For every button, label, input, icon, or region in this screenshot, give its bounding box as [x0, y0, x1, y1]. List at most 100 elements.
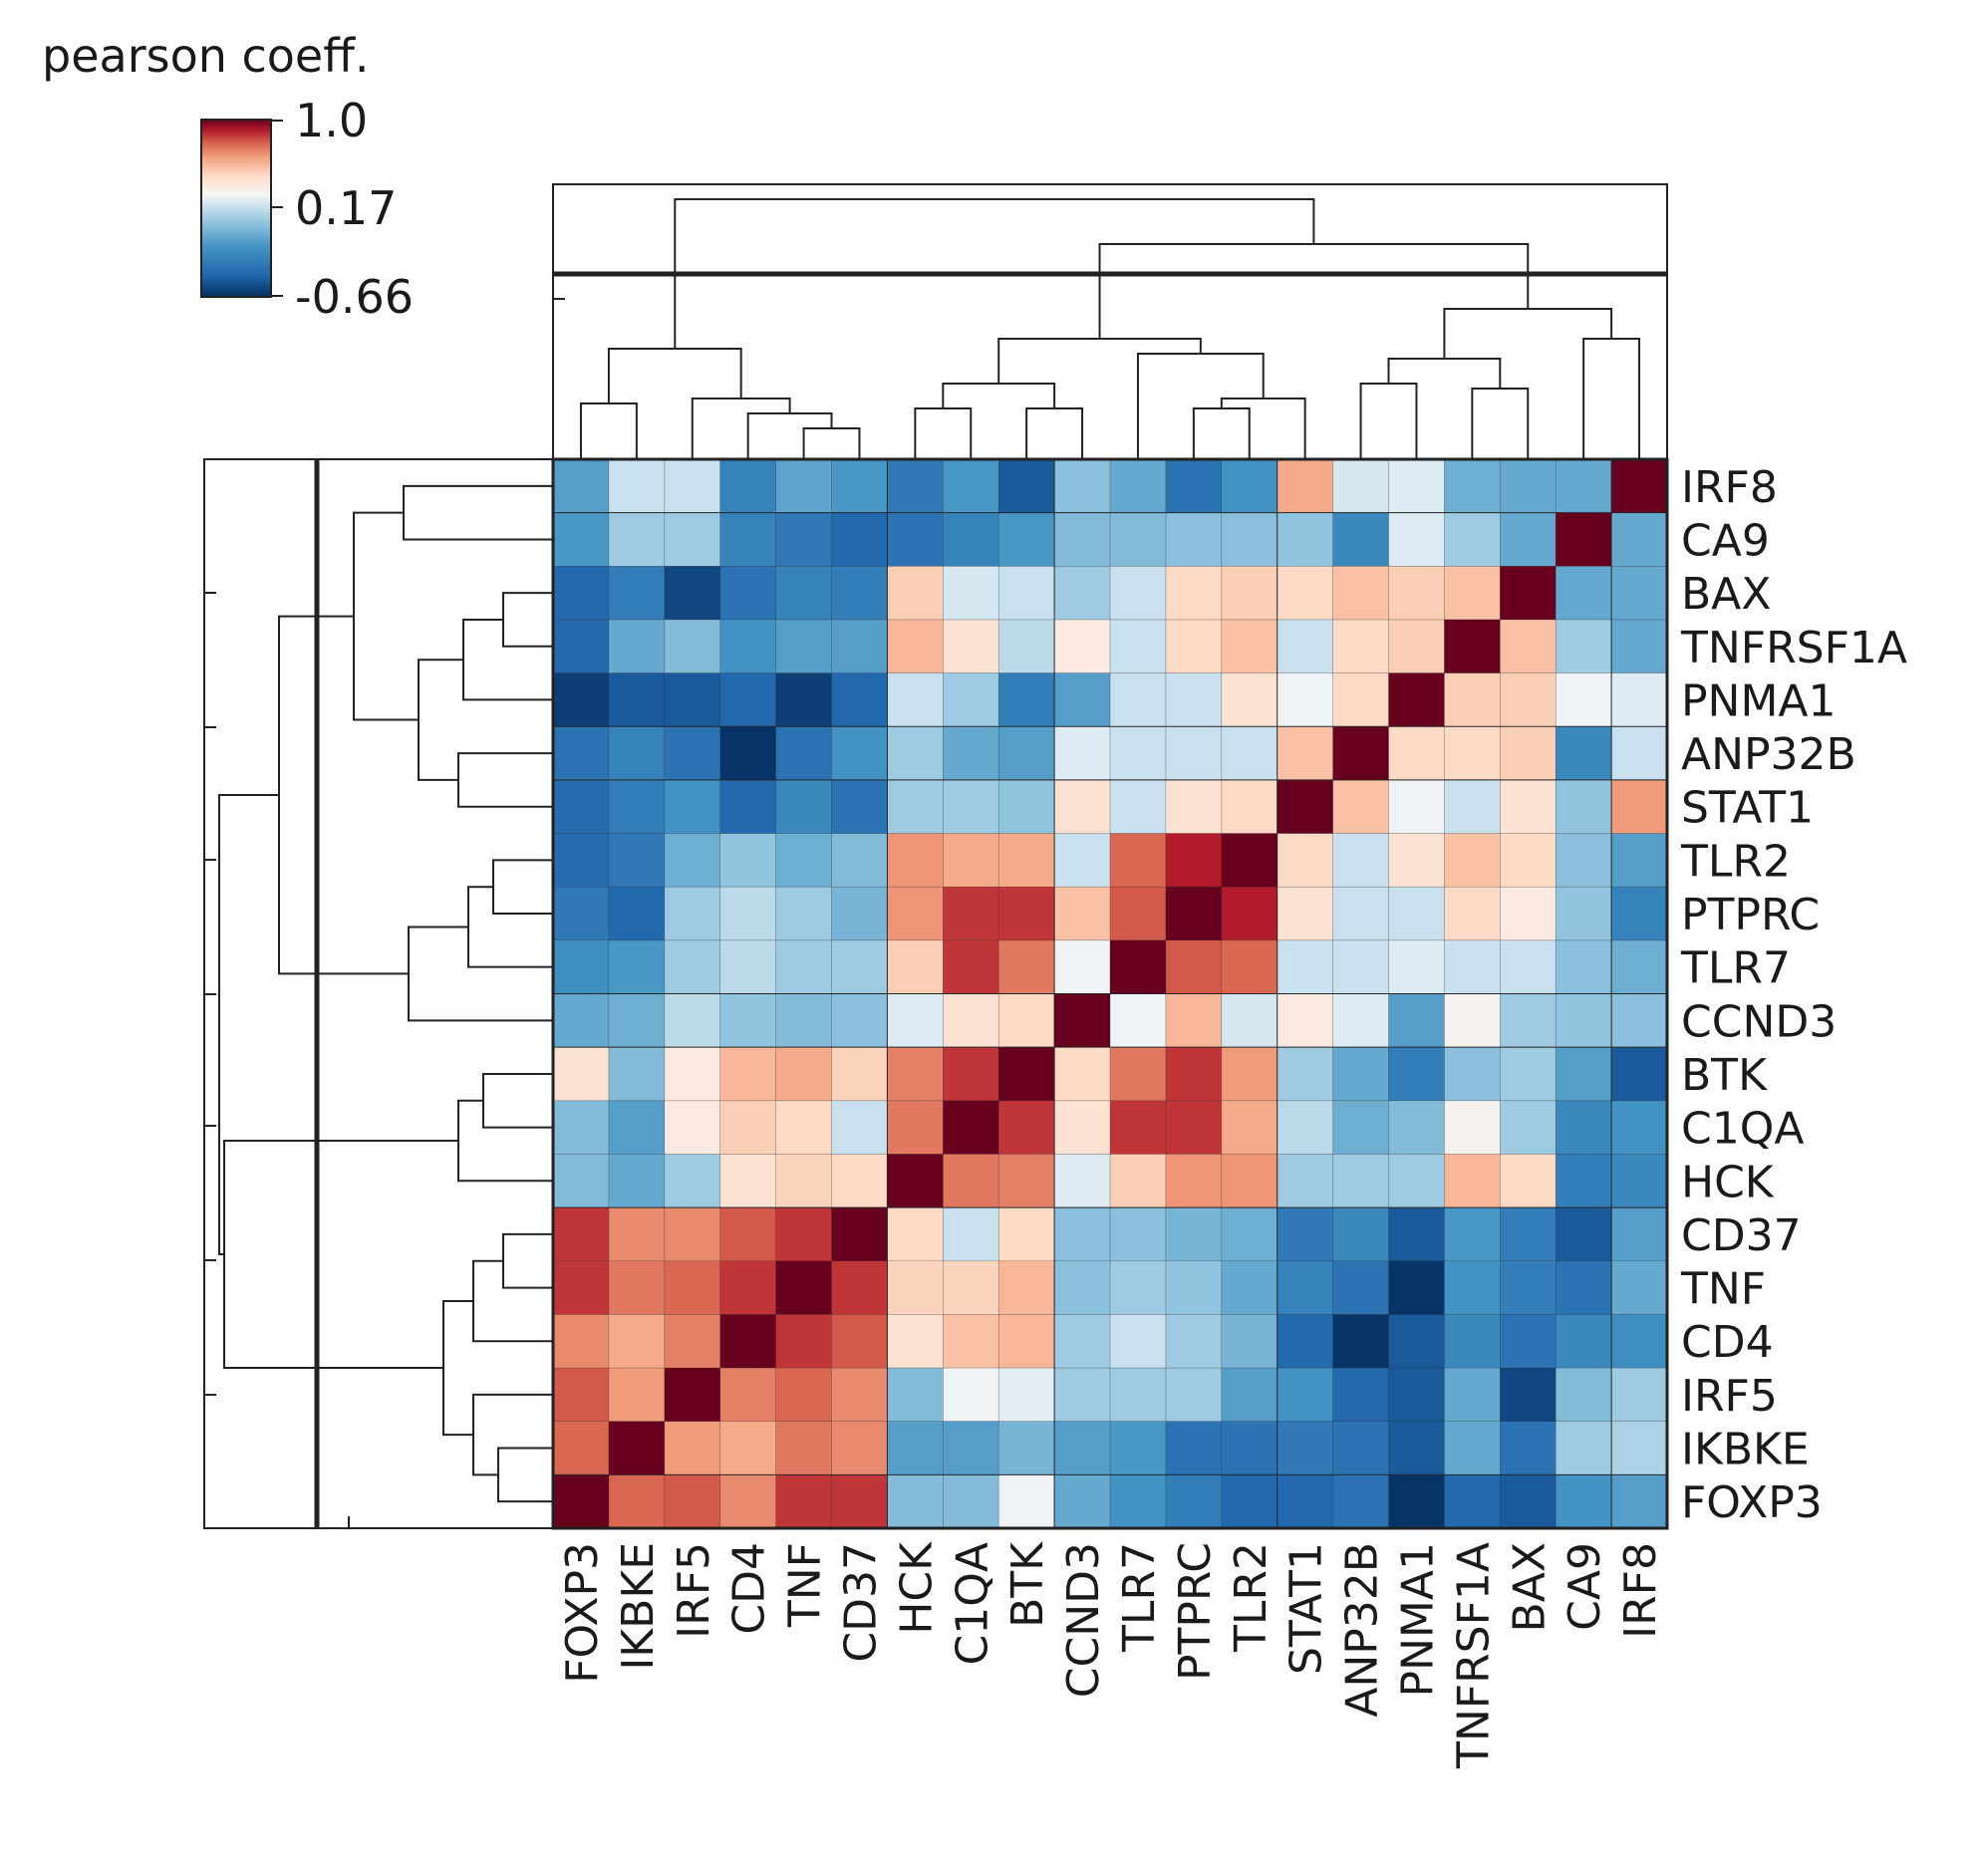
heatmap-cell-PTPRC-CA9 [1556, 887, 1612, 941]
heatmap-cell-PTPRC-PTPRC [1165, 887, 1223, 941]
heatmap-cell-C1QA-TLR2 [1221, 1100, 1278, 1156]
heatmap-cell-IKBKE-TLR2 [1221, 1421, 1278, 1475]
heatmap-cell-TLR2-PTPRC [1165, 833, 1223, 888]
heatmap-cell-C1QA-CD4 [719, 1100, 777, 1156]
heatmap-cell-HCK-CD37 [831, 1154, 888, 1208]
heatmap-cell-TLR7-CD37 [831, 939, 888, 995]
heatmap-cell-CA9-C1QA [943, 512, 999, 567]
heatmap-cell-BAX-PNMA1 [1388, 566, 1445, 621]
heatmap-cell-C1QA-C1QA [943, 1100, 999, 1156]
heatmap-cell-TLR2-IRF8 [1611, 833, 1668, 888]
heatmap-cell-TLR7-IRF5 [664, 939, 721, 995]
heatmap-cell-TNFRSF1A-FOXP3 [553, 619, 610, 674]
column-label-C1QA: C1QA [947, 1542, 997, 1665]
heatmap-cell-IRF8-IRF8 [1611, 459, 1668, 514]
heatmap-cell-C1QA-FOXP3 [553, 1100, 610, 1156]
heatmap-cell-CD4-TNFRSF1A [1444, 1314, 1501, 1369]
colorbar-label-mid: 0.17 [295, 181, 397, 235]
heatmap-cell-BAX-TLR2 [1221, 566, 1278, 621]
row-label-BTK: BTK [1681, 1050, 1768, 1101]
column-dendrogram-links [579, 198, 1641, 459]
heatmap-cell-PNMA1-BTK [998, 672, 1055, 727]
heatmap-cell-CD37-HCK [887, 1207, 944, 1262]
heatmap-cell-CCND3-IRF8 [1611, 993, 1668, 1048]
heatmap-cell-PNMA1-IRF5 [664, 672, 721, 727]
colorbar-label-min: -0.66 [295, 270, 414, 324]
heatmap-cell-ANP32B-PTPRC [1165, 726, 1223, 781]
heatmap-cell-BAX-C1QA [943, 566, 999, 621]
heatmap-cell-FOXP3-IRF5 [664, 1474, 721, 1529]
heatmap-cell-PNMA1-IRF8 [1611, 672, 1668, 727]
heatmap-cell-TNF-IRF8 [1611, 1260, 1668, 1315]
heatmap-cell-CCND3-CD37 [831, 993, 888, 1048]
heatmap-cell-STAT1-IRF5 [664, 779, 721, 835]
heatmap-cell-HCK-CA9 [1556, 1154, 1612, 1208]
heatmap-cell-CD37-BTK [998, 1207, 1055, 1262]
heatmap-cell-TLR7-ANP32B [1332, 939, 1390, 995]
heatmap-cell-IKBKE-HCK [887, 1421, 944, 1475]
row-dendrogram-link [502, 592, 553, 648]
row-dendrogram-link [472, 1259, 553, 1343]
heatmap-cell-STAT1-BTK [998, 779, 1055, 835]
heatmap-cell-TLR2-BTK [998, 833, 1055, 888]
heatmap-cell-PTPRC-TNFRSF1A [1444, 887, 1501, 941]
heatmap-cell-BAX-TNFRSF1A [1444, 566, 1501, 621]
heatmap-cell-CD4-TLR2 [1221, 1314, 1278, 1369]
heatmap-cell-IRF5-TLR7 [1110, 1368, 1167, 1423]
heatmap-cell-BAX-CD4 [719, 566, 777, 621]
heatmap-cell-CD37-CD4 [719, 1207, 777, 1262]
heatmap-cell-CD37-ANP32B [1332, 1207, 1390, 1262]
heatmap-cell-IKBKE-BAX [1500, 1421, 1557, 1475]
heatmap-cell-TNFRSF1A-IKBKE [608, 619, 666, 674]
heatmap-cell-TNF-CD37 [831, 1260, 888, 1315]
heatmap-cell-CD4-TNF [775, 1314, 833, 1369]
heatmap-cell-CCND3-STAT1 [1277, 993, 1334, 1048]
heatmap-cell-ANP32B-CD4 [719, 726, 777, 781]
heatmap-cell-STAT1-BAX [1500, 779, 1557, 835]
column-dendrogram-link [674, 198, 1315, 349]
row-label-C1QA: C1QA [1681, 1104, 1804, 1155]
heatmap-cell-FOXP3-BAX [1500, 1474, 1557, 1529]
heatmap-cell-PNMA1-PNMA1 [1388, 672, 1445, 727]
heatmap-cell-CD37-IKBKE [608, 1207, 666, 1262]
row-label-PTPRC: PTPRC [1681, 890, 1820, 940]
heatmap-cell-PNMA1-C1QA [943, 672, 999, 727]
heatmap-cell-IRF5-HCK [887, 1368, 944, 1423]
heatmap-cell-CA9-BTK [998, 512, 1055, 567]
heatmap-cell-TLR7-IKBKE [608, 939, 666, 995]
heatmap-cell-FOXP3-BTK [998, 1474, 1055, 1529]
heatmap-cell-PTPRC-IRF8 [1611, 887, 1668, 941]
heatmap-cell-IRF5-FOXP3 [553, 1368, 610, 1423]
heatmap-cell-FOXP3-CD4 [719, 1474, 777, 1529]
heatmap-cell-TNFRSF1A-CD4 [719, 619, 777, 674]
row-dendrogram [203, 458, 554, 1529]
heatmap-cell-BAX-PTPRC [1165, 566, 1223, 621]
heatmap-cell-PTPRC-TLR7 [1110, 887, 1167, 941]
heatmap-cell-CD4-C1QA [943, 1314, 999, 1369]
heatmap-cell-STAT1-CD4 [719, 779, 777, 835]
heatmap-cell-C1QA-IRF5 [664, 1100, 721, 1156]
heatmap-cell-BTK-IKBKE [608, 1047, 666, 1102]
heatmap-cell-PNMA1-CD4 [719, 672, 777, 727]
heatmap-cell-PNMA1-HCK [887, 672, 944, 727]
heatmap-cell-TNF-STAT1 [1277, 1260, 1334, 1315]
heatmap-cell-BAX-BAX [1500, 566, 1557, 621]
heatmap-cell-STAT1-CA9 [1556, 779, 1612, 835]
column-dendrogram [552, 183, 1668, 460]
heatmap-cell-TLR7-TLR7 [1110, 939, 1167, 995]
heatmap-cell-IRF5-PNMA1 [1388, 1368, 1445, 1423]
heatmap-cell-BTK-PTPRC [1165, 1047, 1223, 1102]
heatmap-cell-IRF8-TLR2 [1221, 459, 1278, 514]
heatmap-cell-IRF8-CA9 [1556, 459, 1612, 514]
heatmap-cell-HCK-FOXP3 [553, 1154, 610, 1208]
heatmap-cell-HCK-CCND3 [1054, 1154, 1111, 1208]
heatmap-cell-IRF8-CD37 [831, 459, 888, 514]
heatmap-cell-CD37-FOXP3 [553, 1207, 610, 1262]
heatmap-cell-TLR2-TLR7 [1110, 833, 1167, 888]
heatmap-cell-TNFRSF1A-TLR7 [1110, 619, 1167, 674]
heatmap-cell-CD37-IRF8 [1611, 1207, 1668, 1262]
heatmap-cell-IRF8-FOXP3 [553, 459, 610, 514]
heatmap-cell-TLR7-FOXP3 [553, 939, 610, 995]
row-dendrogram-link [482, 1072, 553, 1129]
heatmap-cell-HCK-TNFRSF1A [1444, 1154, 1501, 1208]
